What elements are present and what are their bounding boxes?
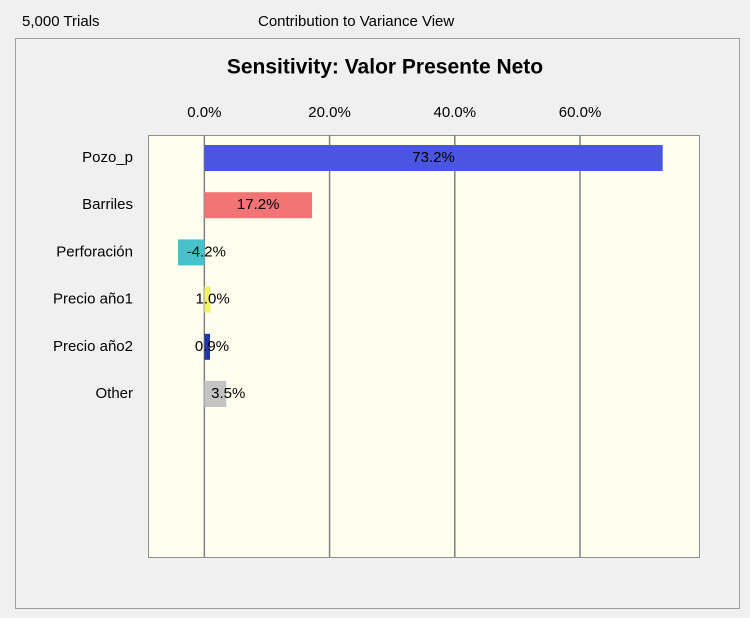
bar (204, 333, 210, 360)
y-tick-label: Barriles (82, 196, 133, 213)
x-tick-label: 60.0% (559, 104, 602, 121)
y-tick-label: Perforación (56, 243, 133, 260)
y-tick-label: Pozo_p (82, 149, 133, 166)
value-label: -4.2% (187, 243, 226, 260)
plot-area (148, 135, 700, 558)
value-label: 73.2% (412, 149, 455, 166)
bar (204, 192, 313, 219)
value-label: 1.0% (196, 291, 230, 308)
value-label: 0.9% (195, 338, 229, 355)
trials-label: 5,000 Trials (22, 13, 100, 30)
x-tick-label: 20.0% (308, 104, 351, 121)
bar (204, 286, 211, 313)
y-tick-label: Other (95, 385, 133, 402)
value-label: 3.5% (211, 385, 245, 402)
y-tick-label: Precio año2 (53, 338, 133, 355)
chart-title: Sensitivity: Valor Presente Neto (227, 56, 543, 79)
y-tick-label: Precio año1 (53, 291, 133, 308)
bar (204, 381, 227, 407)
view-label[interactable]: Contribution to Variance View (258, 13, 454, 30)
value-label: 17.2% (237, 196, 280, 213)
x-tick-label: 0.0% (187, 104, 221, 121)
x-tick-label: 40.0% (434, 104, 477, 121)
bar (178, 239, 205, 266)
bar (204, 145, 663, 171)
